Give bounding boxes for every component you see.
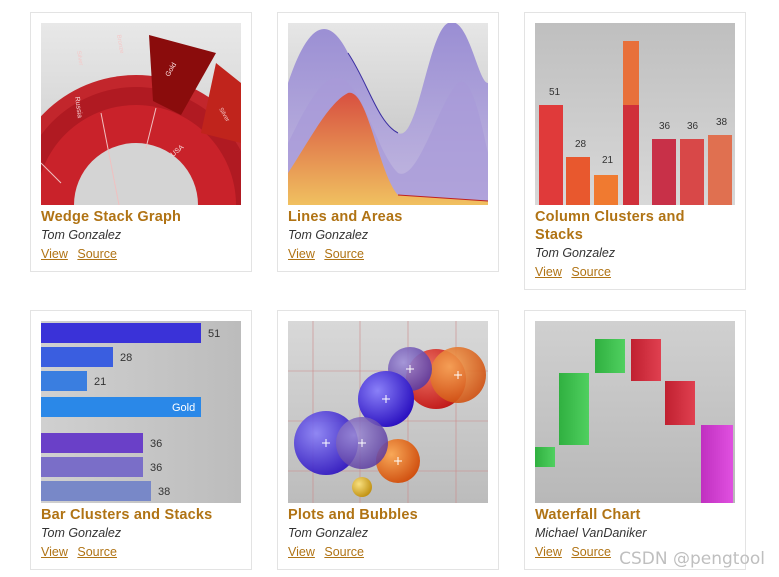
bar-label-36b: 36 — [150, 462, 162, 474]
card-title: Wedge Stack Graph — [41, 209, 182, 225]
column-label-28: 28 — [575, 139, 587, 150]
gallery-card-waterfall: Waterfall Chart Michael VanDaniker View … — [524, 310, 746, 570]
card-links: View Source — [288, 246, 370, 262]
view-link[interactable]: View — [288, 545, 315, 559]
view-link[interactable]: View — [41, 247, 68, 261]
bar-label-21: 21 — [94, 376, 106, 388]
source-link[interactable]: Source — [324, 545, 364, 559]
source-link[interactable]: Source — [324, 247, 364, 261]
wedge-label-bronze: Bronze — [115, 34, 124, 54]
bar-label-36a: 36 — [150, 438, 162, 450]
card-links: View Source — [41, 246, 123, 262]
thumbnail-bar-clusters[interactable]: 51 28 21 Gold 36 36 38 — [41, 321, 241, 503]
card-links: View Source — [535, 264, 617, 280]
bar-label-gold: Gold — [172, 402, 195, 414]
card-author: Tom Gonzalez — [535, 246, 616, 260]
wedge-label-silver-top: Silver — [75, 50, 84, 66]
gallery-card-bar-clusters: 51 28 21 Gold 36 36 38 Bar Clusters and … — [30, 310, 252, 570]
column-label-38: 38 — [716, 117, 728, 128]
gallery-card-wedge: Silver Bronze Russia Gold Silver USA Wed… — [30, 12, 252, 272]
card-title: Plots and Bubbles — [288, 507, 418, 523]
gallery-card-plots-bubbles: Plots and Bubbles Tom Gonzalez View Sour… — [277, 310, 499, 570]
card-title: Bar Clusters and Stacks — [41, 507, 213, 523]
thumbnail-column-clusters[interactable]: 51 28 21 36 36 38 — [535, 23, 735, 205]
source-link[interactable]: Source — [571, 265, 611, 279]
card-links: View Source — [535, 544, 617, 560]
gallery-card-column-clusters: 51 28 21 36 36 38 Column Clusters and St… — [524, 12, 746, 290]
card-title: Waterfall Chart — [535, 507, 641, 523]
thumbnail-wedge-stack-graph[interactable]: Silver Bronze Russia Gold Silver USA — [41, 23, 241, 205]
column-label-51: 51 — [549, 87, 561, 98]
column-label-36a: 36 — [659, 121, 671, 132]
card-author: Tom Gonzalez — [288, 526, 369, 540]
column-label-36b: 36 — [687, 121, 699, 132]
card-links: View Source — [41, 544, 123, 560]
source-link[interactable]: Source — [77, 545, 117, 559]
thumbnail-waterfall-chart[interactable] — [535, 321, 735, 503]
view-link[interactable]: View — [41, 545, 68, 559]
card-author: Tom Gonzalez — [41, 526, 122, 540]
bar-label-51: 51 — [208, 328, 220, 340]
watermark: CSDN @pengtool — [619, 549, 765, 569]
card-author: Tom Gonzalez — [41, 228, 122, 242]
card-author: Tom Gonzalez — [288, 228, 369, 242]
card-title: Lines and Areas — [288, 209, 403, 225]
gallery-card-lines-areas: Lines and Areas Tom Gonzalez View Source — [277, 12, 499, 272]
view-link[interactable]: View — [535, 265, 562, 279]
card-author: Michael VanDaniker — [535, 526, 647, 540]
bar-label-38: 38 — [158, 486, 170, 498]
card-title: Column Clusters and Stacks — [535, 209, 685, 243]
thumbnail-plots-and-bubbles[interactable] — [288, 321, 488, 503]
source-link[interactable]: Source — [77, 247, 117, 261]
wedge-label-russia: Russia — [73, 96, 83, 118]
view-link[interactable]: View — [288, 247, 315, 261]
source-link[interactable]: Source — [571, 545, 611, 559]
column-label-21: 21 — [602, 155, 614, 166]
view-link[interactable]: View — [535, 545, 562, 559]
bar-label-28: 28 — [120, 352, 132, 364]
card-links: View Source — [288, 544, 370, 560]
thumbnail-lines-and-areas[interactable] — [288, 23, 488, 205]
